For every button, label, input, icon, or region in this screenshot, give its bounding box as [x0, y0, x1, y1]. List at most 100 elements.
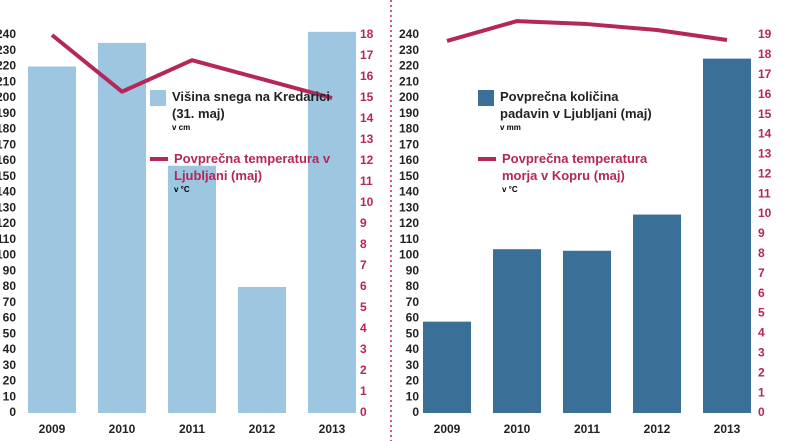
y-tick-label: 190 [0, 106, 16, 120]
y2-tick-label: 9 [758, 226, 765, 240]
legend-swatch [478, 90, 494, 106]
y-tick-label: 80 [406, 279, 420, 293]
y2-tick-label: 13 [360, 132, 374, 146]
legend-name: Višina snega na Kredarici (31. maj) [172, 89, 330, 121]
y2-tick-label: 4 [360, 321, 367, 335]
y2-tick-label: 2 [758, 365, 765, 379]
x-tick-label: 2013 [319, 422, 346, 436]
y2-tick-label: 16 [360, 69, 374, 83]
y2-tick-label: 14 [360, 111, 374, 125]
legend-item: Višina snega na Kredarici (31. maj) v cm [150, 88, 350, 132]
x-tick-label: 2010 [109, 422, 136, 436]
y-tick-label: 160 [399, 153, 419, 167]
y-tick-label: 220 [399, 59, 419, 73]
bar [238, 287, 286, 413]
y-tick-label: 180 [0, 122, 16, 136]
y2-tick-label: 12 [360, 153, 374, 167]
y2-tick-label: 5 [360, 300, 367, 314]
y2-tick-label: 19 [758, 27, 772, 41]
x-tick-label: 2013 [714, 422, 741, 436]
y-tick-label: 70 [406, 295, 420, 309]
y-tick-label: 80 [3, 279, 17, 293]
y2-tick-label: 18 [360, 27, 374, 41]
x-tick-label: 2012 [644, 422, 671, 436]
y-tick-label: 120 [0, 216, 16, 230]
y-tick-label: 110 [0, 232, 16, 246]
y2-tick-label: 18 [758, 47, 772, 61]
y2-tick-label: 0 [360, 405, 367, 419]
y-tick-label: 90 [406, 263, 420, 277]
y-tick-label: 130 [399, 200, 419, 214]
y2-tick-label: 17 [360, 48, 374, 62]
y-tick-label: 90 [3, 263, 17, 277]
bar [168, 165, 216, 413]
y-tick-label: 20 [3, 374, 17, 388]
x-tick-label: 2010 [504, 422, 531, 436]
y-tick-label: 230 [0, 43, 16, 57]
legend-name: Povprečna temperatura v Ljubljani (maj) [174, 151, 331, 183]
y2-tick-label: 3 [758, 345, 765, 359]
y2-tick-label: 8 [360, 237, 367, 251]
y-tick-label: 100 [399, 248, 419, 262]
y2-tick-label: 1 [758, 385, 765, 399]
y-tick-label: 180 [399, 122, 419, 136]
y2-tick-label: 5 [758, 306, 765, 320]
legend-text: Višina snega na Kredarici (31. maj) v cm [172, 88, 342, 132]
legend-unit: v cm [172, 123, 191, 132]
y2-tick-label: 7 [360, 258, 367, 272]
x-tick-label: 2012 [249, 422, 276, 436]
y2-tick-label: 6 [758, 286, 765, 300]
y2-tick-label: 10 [360, 195, 374, 209]
y2-tick-label: 15 [758, 107, 772, 121]
y-tick-label: 30 [3, 358, 17, 372]
legend-name: Povprečna temperatura morja v Kopru (maj… [502, 151, 648, 183]
legend-unit: v mm [500, 123, 521, 132]
y-tick-label: 140 [0, 185, 16, 199]
y-tick-label: 170 [0, 137, 16, 151]
y-tick-label: 210 [0, 74, 16, 88]
legend-name: Povprečna količina padavin v Ljubljani (… [500, 89, 652, 121]
y-tick-label: 40 [406, 342, 420, 356]
y2-tick-label: 14 [758, 127, 772, 141]
y2-tick-label: 4 [758, 326, 765, 340]
y-tick-label: 10 [3, 389, 17, 403]
legend-unit: v °C [502, 185, 518, 194]
y2-tick-label: 2 [360, 363, 367, 377]
y2-tick-label: 15 [360, 90, 374, 104]
y-tick-label: 190 [399, 106, 419, 120]
y-tick-label: 140 [399, 185, 419, 199]
x-tick-label: 2011 [574, 422, 600, 436]
y-tick-label: 0 [412, 405, 419, 419]
y-tick-label: 200 [399, 90, 419, 104]
bar [98, 42, 146, 413]
y2-tick-label: 16 [758, 87, 772, 101]
legend-item: Povprečna temperatura morja v Kopru (maj… [478, 150, 678, 194]
y-tick-label: 110 [400, 232, 420, 246]
y-tick-label: 40 [3, 342, 17, 356]
bar [563, 250, 611, 413]
y2-tick-label: 13 [758, 147, 772, 161]
legend-item: Povprečna temperatura v Ljubljani (maj) v… [150, 150, 350, 194]
y-tick-label: 50 [3, 326, 17, 340]
y-tick-label: 170 [399, 137, 419, 151]
y2-tick-label: 3 [360, 342, 367, 356]
y-tick-label: 60 [406, 311, 420, 325]
legend-text: Povprečna temperatura morja v Kopru (maj… [502, 150, 672, 194]
y2-tick-label: 11 [360, 174, 373, 188]
y-tick-label: 220 [0, 59, 16, 73]
y-tick-label: 60 [3, 311, 17, 325]
x-tick-label: 2009 [434, 422, 461, 436]
y2-tick-label: 1 [360, 384, 367, 398]
legend-text: Povprečna količina padavin v Ljubljani (… [500, 88, 670, 132]
y-tick-label: 20 [406, 374, 420, 388]
y2-tick-label: 0 [758, 405, 765, 419]
line [446, 19, 728, 43]
y-tick-label: 120 [399, 216, 419, 230]
y-tick-label: 150 [399, 169, 419, 183]
y-tick-label: 30 [406, 358, 420, 372]
y-tick-label: 210 [399, 74, 419, 88]
y-tick-label: 70 [3, 295, 17, 309]
y2-tick-label: 10 [758, 206, 772, 220]
